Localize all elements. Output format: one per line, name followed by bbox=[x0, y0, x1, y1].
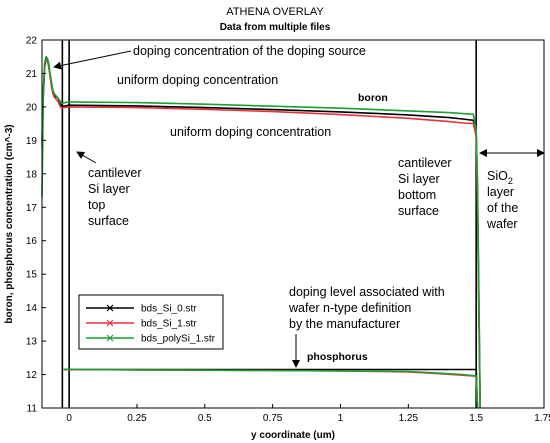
x-tick-label-1: 0.25 bbox=[127, 413, 147, 424]
annotation-sio2-subscript: 2 bbox=[508, 176, 513, 186]
annotation-source-doping: doping concentration of the doping sourc… bbox=[133, 44, 366, 58]
y-axis-ticks: 11 12 13 14 15 16 17 18 19 20 21 22 bbox=[26, 36, 46, 415]
annotation-cantilever-bottom-3: bottom bbox=[398, 188, 436, 202]
legend-marker-2 bbox=[106, 334, 114, 342]
annotation-wafer-1: doping level associated with bbox=[289, 285, 445, 299]
y-tick-label-3: 14 bbox=[26, 303, 38, 314]
y-tick-label-8: 19 bbox=[26, 136, 38, 147]
annotation-cantilever-top-arrow bbox=[76, 151, 97, 164]
annotation-cantilever-top-2: Si layer bbox=[88, 182, 130, 196]
legend-marker-0 bbox=[106, 304, 114, 312]
y-tick-label-6: 17 bbox=[26, 203, 38, 214]
label-boron: boron bbox=[358, 92, 388, 104]
annotation-cantilever-top-4: surface bbox=[88, 214, 129, 228]
annotation-wafer-3: by the manufacturer bbox=[289, 317, 400, 331]
phosphorus-series-line-1 bbox=[63, 368, 479, 409]
x-tick-label-6: 1.5 bbox=[469, 413, 483, 424]
annotations: doping concentration of the doping sourc… bbox=[53, 44, 545, 368]
annotation-sio2-main: SiO bbox=[487, 169, 508, 183]
annotation-uniform-bottom: uniform doping concentration bbox=[170, 125, 331, 139]
legend: bds_Si_0.str bds_Si_1.str bds_polySi_1.str bbox=[78, 294, 224, 350]
phosphorus-series-line-0 bbox=[63, 368, 479, 409]
annotation-cantilever-bottom-1: cantilever bbox=[398, 156, 452, 170]
y-tick-label-2: 13 bbox=[26, 337, 38, 348]
label-phosphorus: phosphorus bbox=[307, 351, 368, 363]
y-tick-label-7: 18 bbox=[26, 169, 38, 180]
y-tick-label-1: 12 bbox=[26, 370, 38, 381]
plot-frame bbox=[41, 39, 545, 409]
legend-box bbox=[78, 294, 224, 350]
y-tick-label-5: 16 bbox=[26, 236, 38, 247]
y-tick-label-10: 21 bbox=[26, 69, 38, 80]
x-tick-label-4: 1 bbox=[338, 413, 344, 424]
x-tick-label-3: 0.75 bbox=[263, 413, 283, 424]
annotation-cantilever-bottom-2: Si layer bbox=[398, 172, 440, 186]
chart-title: ATHENA OVERLAY bbox=[226, 6, 324, 18]
annotation-uniform-top: uniform doping concentration bbox=[117, 73, 278, 87]
x-tick-label-0: 0 bbox=[66, 413, 72, 424]
legend-label-2: bds_polySi_1.str bbox=[141, 334, 216, 345]
legend-label-1: bds_Si_1.str bbox=[141, 319, 197, 330]
annotation-sio2-4: wafer bbox=[486, 217, 518, 231]
chart-subtitle: Data from multiple files bbox=[220, 22, 331, 33]
plot-series bbox=[41, 55, 481, 409]
annotation-wafer-2: wafer n-type definition bbox=[288, 301, 411, 315]
annotation-sio2-3: of the bbox=[487, 201, 518, 215]
annotation-cantilever-top-1: cantilever bbox=[88, 166, 142, 180]
y-axis-label: boron, phosphorus concentration (cm^-3) bbox=[4, 124, 15, 323]
annotation-sio2: SiO2 bbox=[487, 169, 513, 186]
x-tick-label-2: 0.5 bbox=[198, 413, 212, 424]
y-tick-label-0: 11 bbox=[27, 404, 38, 415]
y-tick-label-9: 20 bbox=[26, 102, 38, 113]
phosphorus-series-line-2 bbox=[63, 368, 479, 409]
x-axis-label: y coordinate (um) bbox=[251, 430, 335, 441]
annotation-cantilever-bottom-4: surface bbox=[398, 204, 439, 218]
boron-series-line-2 bbox=[41, 55, 481, 409]
y-tick-label-4: 15 bbox=[26, 270, 38, 281]
x-axis-ticks: 0 0.25 0.5 0.75 1 1.25 1.5 1.75 bbox=[66, 404, 550, 424]
annotation-source-doping-arrow bbox=[53, 50, 132, 70]
legend-marker-1 bbox=[106, 319, 114, 327]
legend-label-0: bds_Si_0.str bbox=[141, 304, 197, 315]
annotation-sio2-2: layer bbox=[487, 185, 514, 199]
x-tick-label-7: 1.75 bbox=[534, 413, 550, 424]
annotation-cantilever-top-3: top bbox=[88, 198, 105, 212]
y-tick-label-11: 22 bbox=[26, 36, 38, 47]
x-tick-label-5: 1.25 bbox=[399, 413, 419, 424]
